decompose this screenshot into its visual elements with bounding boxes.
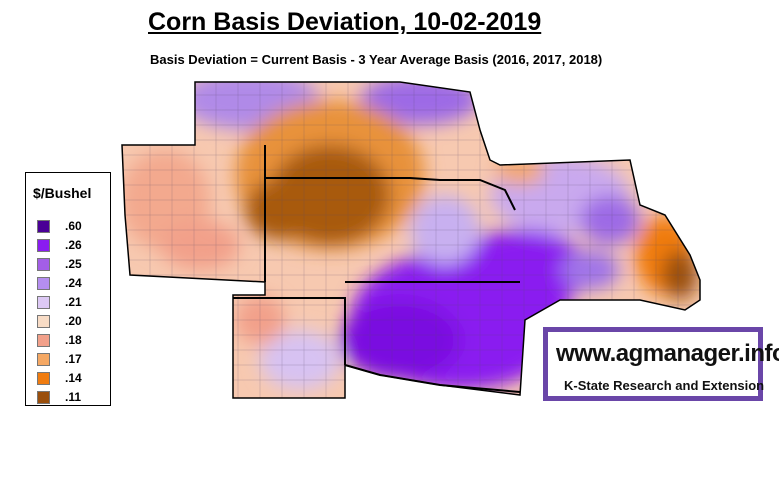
legend-swatch — [37, 296, 50, 309]
legend-swatch — [37, 220, 50, 233]
legend-swatch — [37, 372, 50, 385]
map-legend: $/Bushel .60 .26 .25 .24 .21 .20 .18 .17… — [25, 172, 111, 406]
legend-label: .18 — [65, 333, 82, 347]
legend-swatch — [37, 353, 50, 366]
legend-label: .24 — [65, 276, 82, 290]
state-boundaries — [121, 81, 701, 399]
legend-swatch — [37, 258, 50, 271]
map-title: Corn Basis Deviation, 10-02-2019 — [148, 8, 542, 36]
legend-label: .20 — [65, 314, 82, 328]
legend-swatch — [37, 334, 50, 347]
legend-swatch — [37, 391, 50, 404]
legend-swatch — [37, 277, 50, 290]
legend-label: .14 — [65, 371, 82, 385]
legend-swatch — [37, 239, 50, 252]
legend-swatch — [37, 315, 50, 328]
legend-title: $/Bushel — [33, 185, 92, 201]
legend-label: .17 — [65, 352, 82, 366]
kstate-org-name: K-State Research and Extension — [564, 378, 765, 393]
legend-label: .25 — [65, 257, 82, 271]
map-subtitle: Basis Deviation = Current Basis - 3 Year… — [150, 52, 603, 67]
legend-label: .26 — [65, 238, 82, 252]
agmanager-logo-box: www.agmanager.info K-State Research and … — [543, 327, 779, 401]
legend-label: .11 — [65, 390, 82, 404]
legend-label: .60 — [65, 219, 82, 233]
legend-label: .21 — [65, 295, 82, 309]
agmanager-url: www.agmanager.info — [556, 340, 779, 367]
